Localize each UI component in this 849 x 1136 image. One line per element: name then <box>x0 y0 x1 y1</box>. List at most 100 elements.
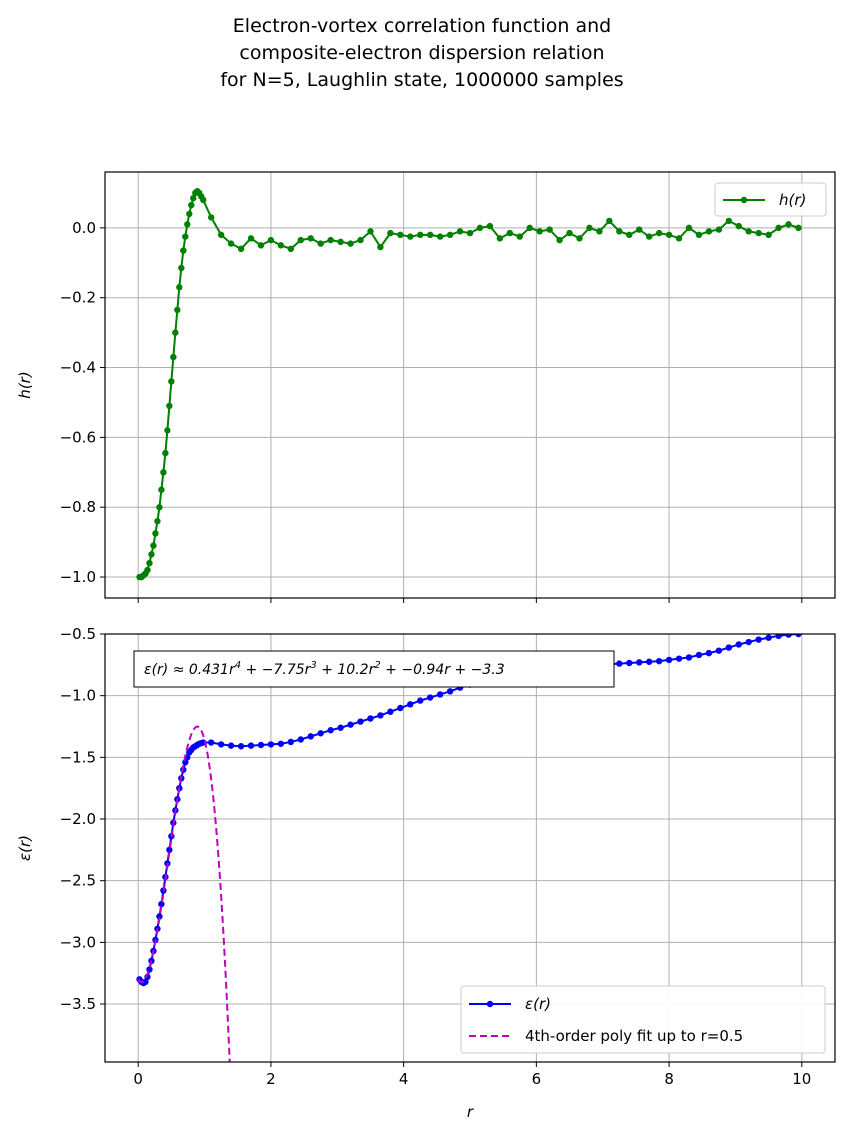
top-ytick-label: −1.0 <box>60 568 96 586</box>
top-xticks <box>137 598 803 603</box>
top-series-0-point <box>287 245 295 253</box>
top-series-0-point <box>377 243 384 251</box>
fit-term-4: ε(r) ≈ 0.431r <box>144 662 236 678</box>
top-series-0-point <box>156 504 163 511</box>
top-series-0-point <box>685 224 693 232</box>
bottom-legend-box <box>460 985 826 1054</box>
top-series-0-point <box>148 551 155 558</box>
top-series-0-point <box>144 566 151 574</box>
bottom-series-0-point <box>387 708 394 715</box>
bottom-ytick-label: −2.0 <box>60 810 96 828</box>
bottom-series-0-point <box>257 741 265 749</box>
top-series-0-point <box>705 228 713 235</box>
bottom-series-0-point <box>755 636 762 643</box>
top-series-0-point <box>636 226 643 233</box>
bottom-ytick-label: −0.5 <box>60 625 96 643</box>
top-series-0-point <box>596 228 603 235</box>
top-series-0-point <box>168 378 175 385</box>
bottom-series-0-point <box>645 658 653 665</box>
bottom-axes-frame <box>104 633 836 1063</box>
bottom-series-0-point <box>685 654 693 661</box>
bottom-series-0-point <box>636 659 643 666</box>
figure-title: Electron-vortex correlation function and… <box>220 15 623 91</box>
bottom-series-0-point <box>705 649 713 657</box>
title-line-2: composite-electron dispersion relation <box>239 42 604 64</box>
top-series-0-point <box>407 233 414 240</box>
top-series-0-point <box>556 236 563 244</box>
bottom-series-0-point <box>347 721 354 728</box>
bottom-series-0-point <box>397 704 404 712</box>
bottom-ytick-label: −3.5 <box>60 995 96 1013</box>
fit-term-2: + 10.2r <box>317 662 376 678</box>
bottom-series-0-point <box>735 641 742 648</box>
bottom-series-0-point <box>317 730 324 737</box>
top-series-0-point <box>154 517 161 525</box>
top-series-0-point <box>735 222 742 230</box>
top-series-0-point <box>486 222 494 230</box>
bottom-ytick-label: −1.5 <box>60 748 96 766</box>
bottom-series-0-point <box>426 694 434 701</box>
bottom-series-0-point <box>156 913 163 920</box>
top-series-0-point <box>616 228 623 235</box>
top-series-0-point <box>357 236 364 244</box>
bottom-series-0-point <box>158 900 165 908</box>
top-ytick-label: −0.4 <box>60 359 96 377</box>
bottom-series-0-point <box>626 659 633 667</box>
bottom-xtick-label: 2 <box>266 1070 276 1088</box>
bottom-series-0-point <box>297 736 304 743</box>
bottom-series-0-point <box>217 741 225 748</box>
bottom-yticks: −3.5 −3.0 −2.5 −2.0 −1.5 −1.0 −0.5 <box>60 625 105 1013</box>
bottom-xtick-label: 4 <box>399 1070 409 1088</box>
top-series-0-point <box>586 224 593 232</box>
bottom-legend-label-fit: 4th-order poly fit up to r=0.5 <box>525 1027 743 1045</box>
fit-annotation-text: ε(r) ≈ 0.431r4 + −7.75r3 + 10.2r2 + −0.9… <box>144 660 505 678</box>
top-axes-frame <box>104 171 836 599</box>
top-series-0-point <box>180 247 187 254</box>
top-series-0-point <box>207 214 215 221</box>
top-ylabel: h(r) <box>16 371 34 398</box>
bottom-series-0-point <box>166 846 173 854</box>
top-legend-box <box>714 182 827 217</box>
top-series-0-point <box>317 240 324 247</box>
bottom-series-0-point <box>247 742 255 749</box>
top-series-0-point <box>247 235 255 242</box>
bottom-ytick-label: −1.0 <box>60 687 96 705</box>
top-series-0-point <box>426 231 434 239</box>
top-series-0-point <box>417 231 424 239</box>
top-series-0-point <box>387 229 394 237</box>
top-series-0-point <box>152 530 159 537</box>
bottom-series-0-point <box>367 715 374 722</box>
bottom-series-0-point <box>665 656 673 664</box>
bottom-series-0-point <box>287 738 295 746</box>
top-series-0-point <box>176 284 183 291</box>
top-series-0-point <box>267 236 275 244</box>
top-series-0-point <box>675 235 683 242</box>
top-series-0-point <box>397 231 404 239</box>
top-series-0-point <box>655 229 663 237</box>
bottom-series-0-point <box>655 657 663 665</box>
top-panel: −1.0 −0.8 −0.6 −0.4 −0.2 0.0 h(r) h(r) <box>16 171 836 603</box>
bottom-series-0-point <box>267 741 275 748</box>
top-ytick-label: −0.2 <box>60 289 96 307</box>
top-ytick-label: 0.0 <box>72 219 96 237</box>
bottom-series-0-point <box>775 634 782 640</box>
top-series-0-point <box>665 231 673 239</box>
bottom-series-0-point <box>277 740 285 747</box>
top-series-0-point <box>795 224 802 232</box>
bottom-series-0-point <box>765 634 772 641</box>
bottom-series-0-point <box>307 733 314 740</box>
top-legend: h(r) <box>714 182 827 217</box>
bottom-plot-area <box>136 634 802 1062</box>
bottom-series-0-point <box>142 978 149 986</box>
bottom-series-0-point <box>745 638 752 646</box>
bottom-series-0-point <box>377 712 384 719</box>
bottom-xtick-label: 10 <box>792 1070 811 1088</box>
bottom-series-0-point <box>417 697 424 704</box>
top-series-0-point <box>160 469 167 476</box>
bottom-panel: 0 2 4 6 8 10 −3.5 −3.0 −2.5 −2.0 −1.5 −1.0 −0.5 r ε… <box>16 625 836 1121</box>
top-series-0-point <box>307 235 314 242</box>
top-series-0-point <box>297 236 304 244</box>
bottom-xlabel: r <box>467 1103 474 1121</box>
top-series-0-point <box>166 402 173 410</box>
bottom-series-0-point <box>436 691 444 698</box>
